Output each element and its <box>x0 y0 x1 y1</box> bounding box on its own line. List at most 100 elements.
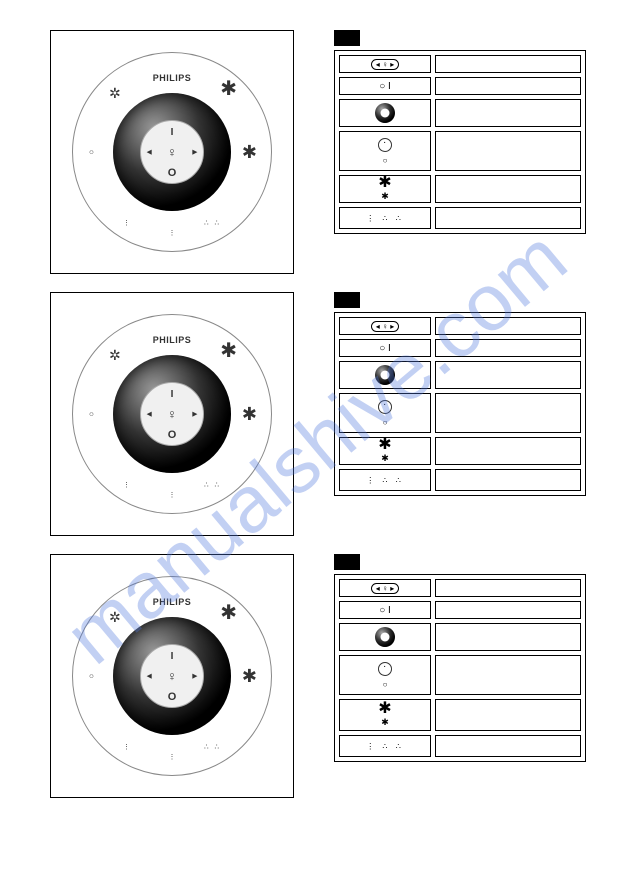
dots-vert-icon: ⋮ <box>123 219 130 227</box>
on-icon: I <box>171 389 174 400</box>
dots-row-icon: ⋮ ∴ ∴ <box>366 476 404 485</box>
legend-row: ✱ ✱ <box>339 699 581 731</box>
nav-pill-icon: ◂ ♀ ▸ <box>371 583 399 594</box>
legend-desc-cell <box>435 623 581 651</box>
legend-icon-cell: ⋮ ∴ ∴ <box>339 469 431 491</box>
center-pad[interactable]: I O ◂ ▸ ♀ <box>140 644 204 708</box>
legend-row: ○ I <box>339 601 581 619</box>
legend-desc-cell <box>435 175 581 203</box>
legend-icon-cell: ○ I <box>339 339 431 357</box>
legend-desc-cell <box>435 579 581 597</box>
language-tab <box>334 30 360 46</box>
color-ring-icon <box>375 103 395 123</box>
off-icon: O <box>168 167 177 179</box>
legend-table: ◂ ♀ ▸ ○ I ○ ✱ ✱ ⋮ ∴ ∴ <box>334 50 586 234</box>
small-star-icon: ✱ <box>381 191 389 202</box>
dots-vert-icon: ⋮ <box>123 481 130 489</box>
color-ring-icon <box>375 365 395 385</box>
remote-outer-ring: PHILIPS ✲ ✱ ○ ✱ ⋮ ⋮ ∴ ∴ I O ◂ ▸ ♀ <box>72 52 272 252</box>
legend-block: ◂ ♀ ▸ ○ I ○ ✱ ✱ ⋮ ∴ ∴ <box>334 292 586 496</box>
legend-row: ✱ ✱ <box>339 437 581 465</box>
dots-spread-icon: ∴ ∴ <box>204 743 221 751</box>
manual-row: PHILIPS ✲ ✱ ○ ✱ ⋮ ⋮ ∴ ∴ I O ◂ ▸ ♀ ◂ ♀ <box>50 292 590 536</box>
legend-table: ◂ ♀ ▸ ○ I ○ ✱ ✱ ⋮ ∴ ∴ <box>334 574 586 762</box>
off-icon: O <box>168 429 177 441</box>
left-arrow-icon: ◂ <box>147 671 152 682</box>
preset-icon: ✲ <box>109 85 121 102</box>
legend-icon-cell <box>339 623 431 651</box>
legend-icon-cell: ○ <box>339 393 431 433</box>
nav-pill-icon: ◂ ♀ ▸ <box>371 321 399 332</box>
dotted-circle-icon <box>378 400 392 414</box>
on-off-icon: ○ I <box>379 81 391 92</box>
legend-icon-cell: ○ I <box>339 77 431 95</box>
legend-desc-cell <box>435 77 581 95</box>
color-wheel[interactable]: I O ◂ ▸ ♀ <box>113 93 231 211</box>
legend-icon-cell: ○ I <box>339 601 431 619</box>
manual-row: PHILIPS ✲ ✱ ○ ✱ ⋮ ⋮ ∴ ∴ I O ◂ ▸ ♀ ◂ ♀ <box>50 554 590 798</box>
center-pad[interactable]: I O ◂ ▸ ♀ <box>140 382 204 446</box>
legend-row: ✱ ✱ <box>339 175 581 203</box>
snowflake-icon: ✱ <box>220 83 237 95</box>
on-icon: I <box>171 127 174 138</box>
star-icon: ✱ <box>242 408 257 420</box>
preset-icon: ✲ <box>109 347 121 364</box>
on-off-icon: ○ I <box>379 343 391 354</box>
off-icon: O <box>168 691 177 703</box>
manual-row: PHILIPS ✲ ✱ ○ ✱ ⋮ ⋮ ∴ ∴ I O ◂ ▸ ♀ ◂ ♀ <box>50 30 590 274</box>
legend-icon-cell: ◂ ♀ ▸ <box>339 55 431 73</box>
legend-desc-cell <box>435 55 581 73</box>
legend-row <box>339 361 581 389</box>
page: PHILIPS ✲ ✱ ○ ✱ ⋮ ⋮ ∴ ∴ I O ◂ ▸ ♀ ◂ ♀ <box>50 30 590 816</box>
legend-desc-cell <box>435 393 581 433</box>
legend-row: ○ I <box>339 339 581 357</box>
legend-icon-cell: ⋮ ∴ ∴ <box>339 207 431 229</box>
legend-desc-cell <box>435 207 581 229</box>
legend-row: ○ <box>339 131 581 171</box>
snowflake-icon: ✱ <box>220 607 237 619</box>
legend-desc-cell <box>435 317 581 335</box>
circle-small-icon: ○ <box>89 148 94 157</box>
right-arrow-icon: ▸ <box>192 147 197 158</box>
legend-row <box>339 99 581 127</box>
color-wheel[interactable]: I O ◂ ▸ ♀ <box>113 355 231 473</box>
legend-desc-cell <box>435 437 581 465</box>
dotted-circle-icon <box>378 662 392 676</box>
legend-row: ◂ ♀ ▸ <box>339 317 581 335</box>
bulb-icon: ♀ <box>167 145 177 160</box>
left-arrow-icon: ◂ <box>147 147 152 158</box>
big-star-icon: ✱ <box>378 703 391 715</box>
right-arrow-icon: ▸ <box>192 671 197 682</box>
legend-block: ◂ ♀ ▸ ○ I ○ ✱ ✱ ⋮ ∴ ∴ <box>334 554 586 762</box>
legend-row <box>339 623 581 651</box>
left-arrow-icon: ◂ <box>147 409 152 420</box>
legend-row: ⋮ ∴ ∴ <box>339 207 581 229</box>
remote-outer-ring: PHILIPS ✲ ✱ ○ ✱ ⋮ ⋮ ∴ ∴ I O ◂ ▸ ♀ <box>72 576 272 776</box>
legend-row: ○ <box>339 393 581 433</box>
dots-vert-icon: ⋮ <box>169 229 176 237</box>
on-off-icon: ○ I <box>379 605 391 616</box>
remote-outer-ring: PHILIPS ✲ ✱ ○ ✱ ⋮ ⋮ ∴ ∴ I O ◂ ▸ ♀ <box>72 314 272 514</box>
legend-desc-cell <box>435 601 581 619</box>
legend-icon-cell: ⋮ ∴ ∴ <box>339 735 431 757</box>
circle-small-icon: ○ <box>89 410 94 419</box>
center-pad[interactable]: I O ◂ ▸ ♀ <box>140 120 204 184</box>
dots-spread-icon: ∴ ∴ <box>204 481 221 489</box>
dots-vert-icon: ⋮ <box>169 491 176 499</box>
language-tab <box>334 554 360 570</box>
small-star-icon: ✱ <box>381 717 389 728</box>
color-wheel[interactable]: I O ◂ ▸ ♀ <box>113 617 231 735</box>
dots-vert-icon: ⋮ <box>123 743 130 751</box>
legend-row: ○ I <box>339 77 581 95</box>
legend-row: ⋮ ∴ ∴ <box>339 735 581 757</box>
star-icon: ✱ <box>242 146 257 158</box>
legend-icon-cell: ◂ ♀ ▸ <box>339 317 431 335</box>
big-star-icon: ✱ <box>378 177 391 189</box>
legend-desc-cell <box>435 99 581 127</box>
legend-desc-cell <box>435 131 581 171</box>
nav-pill-icon: ◂ ♀ ▸ <box>371 59 399 70</box>
bulb-icon: ♀ <box>167 669 177 684</box>
legend-icon-cell <box>339 99 431 127</box>
legend-row: ○ <box>339 655 581 695</box>
snowflake-icon: ✱ <box>220 345 237 357</box>
